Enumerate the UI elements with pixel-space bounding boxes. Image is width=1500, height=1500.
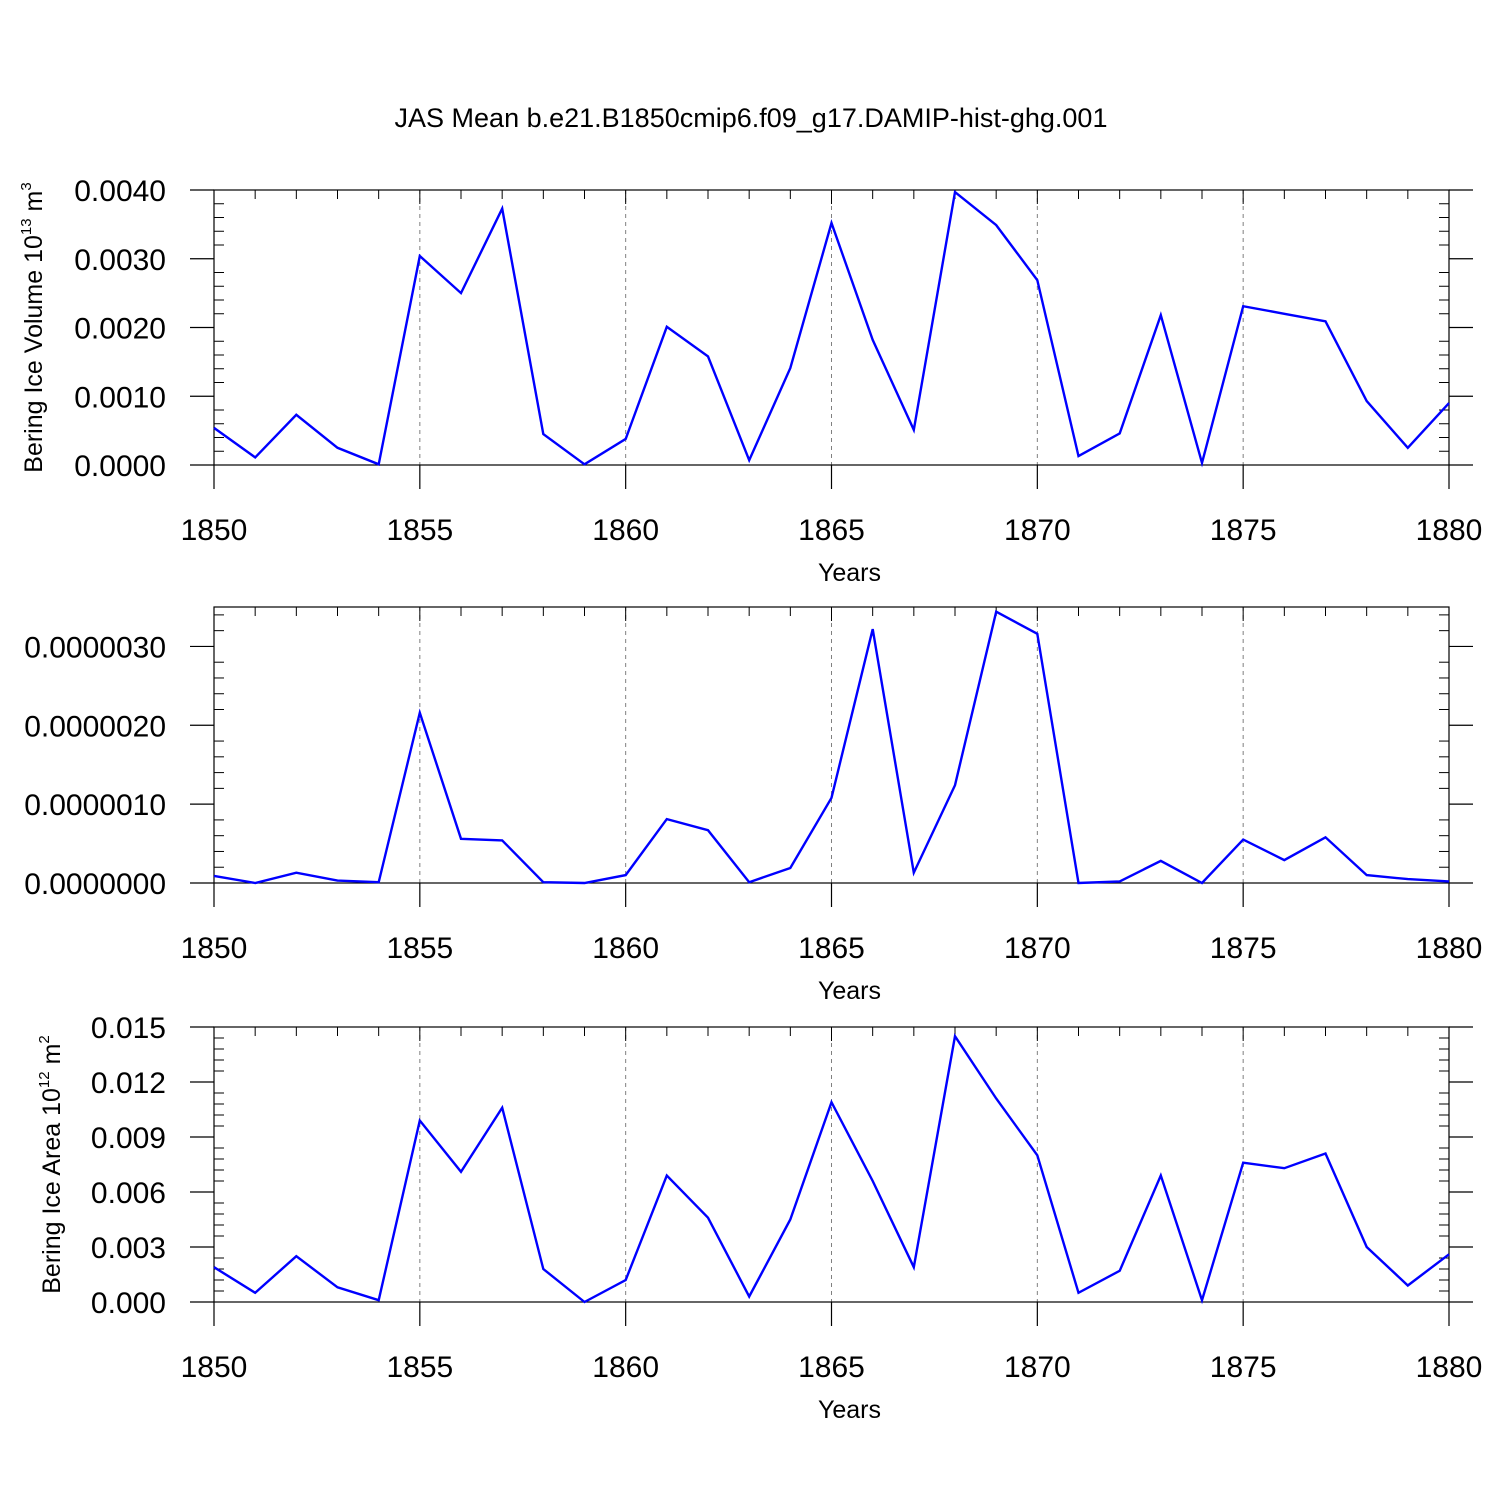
y-tick-label: 0.0000000: [24, 868, 166, 901]
y-tick-label: 0.0000030: [24, 631, 166, 664]
x-tick-label: 1855: [386, 932, 453, 965]
y-tick-label: 0.0000010: [24, 789, 166, 822]
y-tick-label: 0.009: [91, 1122, 166, 1155]
y-tick-label: 0.0000020: [24, 710, 166, 743]
x-tick-label: 1850: [181, 932, 248, 965]
y-tick-label: 0.0020: [74, 313, 166, 346]
panel-area: 1850 1855 1860 1865 1870 1875 1880 0.000 0.003 0.…: [36, 1012, 1482, 1424]
data-series-line: [213, 189, 1450, 468]
y-tick-label: 0.006: [91, 1177, 166, 1210]
x-tick-label: 1865: [798, 1351, 865, 1384]
x-tick-label: 1875: [1210, 1351, 1277, 1384]
y-tick-label: 0.015: [91, 1012, 166, 1045]
data-series-line: [213, 1033, 1450, 1305]
x-tick-label: 1870: [1004, 932, 1071, 965]
x-tick-label: 1860: [592, 932, 659, 965]
y-tick-label: 0.0000: [74, 450, 166, 483]
x-tick-label: 1865: [798, 514, 865, 547]
y-tick-label: 0.012: [91, 1067, 166, 1100]
x-tick-label: 1855: [386, 514, 453, 547]
y-tick-label: 0.000: [91, 1287, 166, 1320]
data-series-line: [213, 609, 1450, 885]
x-tick-label: 1870: [1004, 1351, 1071, 1384]
y-axis-title: Bering Ice Volume 1013 m3: [18, 182, 48, 472]
x-tick-label: 1855: [386, 1351, 453, 1384]
x-axis-title: Years: [818, 559, 881, 587]
x-tick-label: 1850: [181, 1351, 248, 1384]
x-tick-label: 1880: [1416, 932, 1483, 965]
y-tick-label: 0.0010: [74, 381, 166, 414]
chart-title: JAS Mean b.e21.B1850cmip6.f09_g17.DAMIP-…: [395, 103, 1108, 133]
x-axis-title: Years: [818, 1396, 881, 1424]
x-tick-label: 1860: [592, 514, 659, 547]
y-tick-label: 0.003: [91, 1232, 166, 1265]
x-tick-label: 1860: [592, 1351, 659, 1384]
y-tick-label: 0.0030: [74, 244, 166, 277]
x-tick-label: 1880: [1416, 1351, 1483, 1384]
panel-thin: 1850 1855 1860 1865 1870 1875 1880 0.0000000 0.0…: [24, 606, 1483, 1005]
x-tick-label: 1850: [181, 514, 248, 547]
x-tick-label: 1880: [1416, 514, 1483, 547]
x-tick-label: 1870: [1004, 514, 1071, 547]
x-tick-label: 1875: [1210, 932, 1277, 965]
y-axis-title: Bering Ice Area 1012 m2: [36, 1035, 66, 1294]
y-tick-label: 0.0040: [74, 175, 166, 208]
x-axis-title: Years: [818, 977, 881, 1005]
x-tick-label: 1865: [798, 932, 865, 965]
x-tick-label: 1875: [1210, 514, 1277, 547]
panel-volume: 1850 1855 1860 1865 1870 1875 1880 0.0000 0.0010…: [18, 175, 1482, 587]
